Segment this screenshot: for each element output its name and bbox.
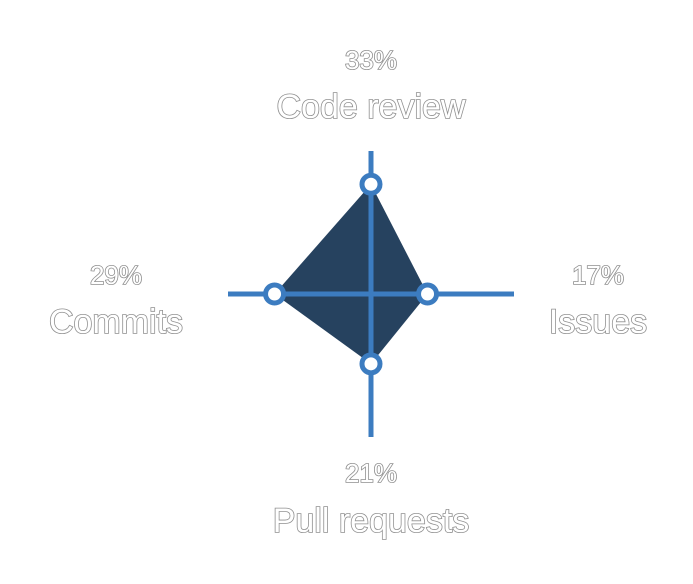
data-point-commits[interactable] xyxy=(263,282,287,306)
value-label-pull-requests: 21% xyxy=(345,458,397,488)
category-label-pull-requests: Pull requests xyxy=(273,502,470,540)
value-label-code-review: 33% xyxy=(345,45,397,75)
category-label-code-review: Code review xyxy=(277,88,466,126)
data-point-code-review[interactable] xyxy=(359,172,383,196)
category-label-commits: Commits xyxy=(49,303,183,341)
data-point-issues[interactable] xyxy=(416,282,440,306)
data-point-pull-requests[interactable] xyxy=(359,352,383,376)
data-area xyxy=(274,184,428,364)
value-label-issues: 17% xyxy=(572,260,624,290)
value-label-commits: 29% xyxy=(90,260,142,290)
category-label-issues: Issues xyxy=(549,303,647,341)
